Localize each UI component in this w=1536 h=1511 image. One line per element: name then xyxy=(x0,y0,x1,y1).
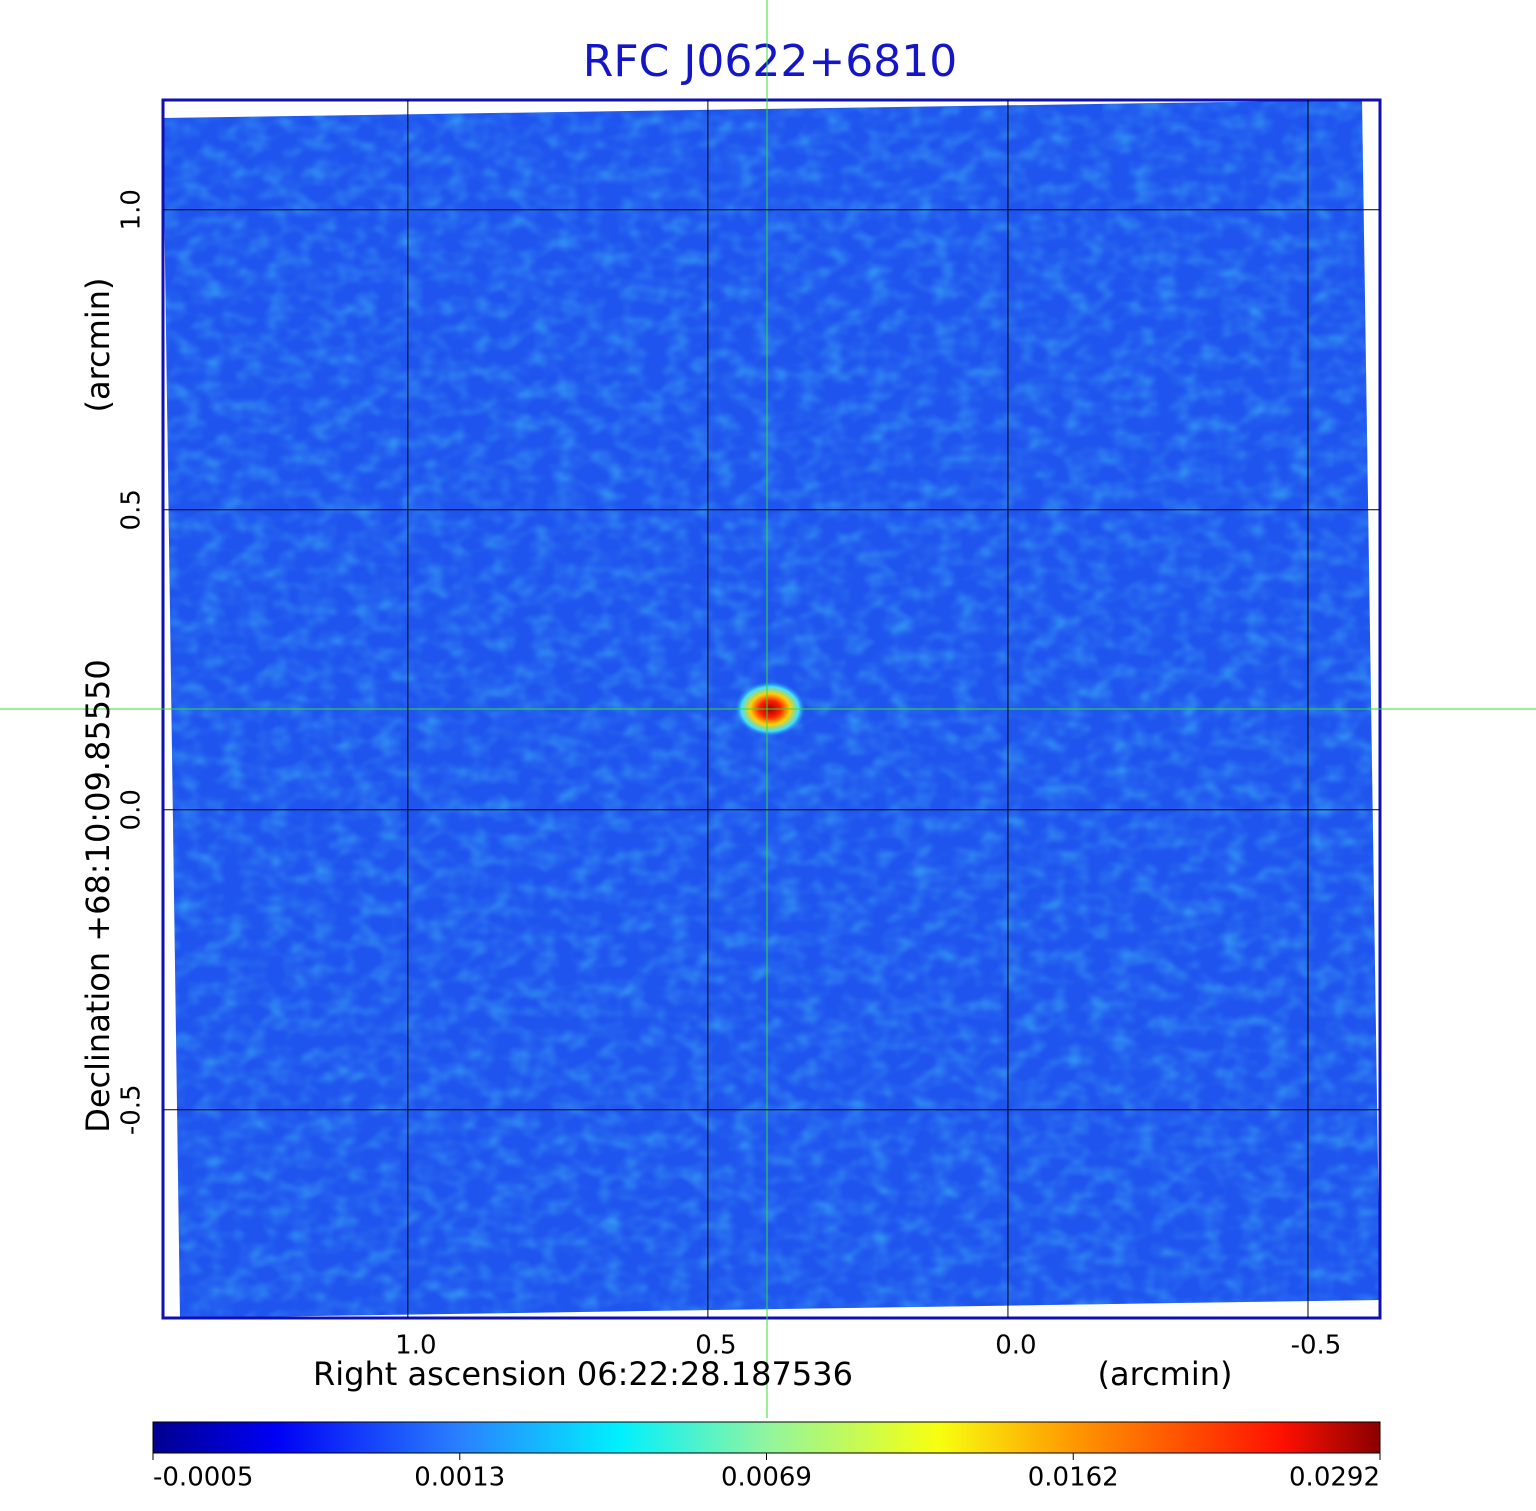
x-tick-label: -0.5 xyxy=(1291,1331,1342,1361)
y-tick-label: -0.5 xyxy=(117,1084,147,1135)
chart-title: RFC J0622+6810 xyxy=(583,36,957,87)
x-tick-label: 0.5 xyxy=(695,1331,736,1361)
x-axis-unit: (arcmin) xyxy=(1098,1355,1233,1393)
y-tick-label: 0.0 xyxy=(117,789,147,830)
colorbar-tick-label: 0.0069 xyxy=(721,1463,812,1493)
colorbar-tick-label: 0.0292 xyxy=(1289,1463,1380,1493)
colorbar-tick-label: -0.0005 xyxy=(153,1463,253,1493)
x-tick-label: 1.0 xyxy=(395,1331,436,1361)
y-tick-label: 1.0 xyxy=(117,189,147,230)
y-tick-label: 0.5 xyxy=(117,489,147,530)
y-axis-unit: (arcmin) xyxy=(79,278,117,413)
colorbar-tick-label: 0.0162 xyxy=(1028,1463,1119,1493)
x-axis-label: Right ascension 06:22:28.187536 xyxy=(313,1355,853,1393)
x-tick-label: 0.0 xyxy=(995,1331,1036,1361)
colorbar-tick-label: 0.0013 xyxy=(414,1463,505,1493)
colorbar xyxy=(152,1421,1381,1454)
y-axis-label: Declination +68:10:09.85550 xyxy=(79,659,117,1133)
